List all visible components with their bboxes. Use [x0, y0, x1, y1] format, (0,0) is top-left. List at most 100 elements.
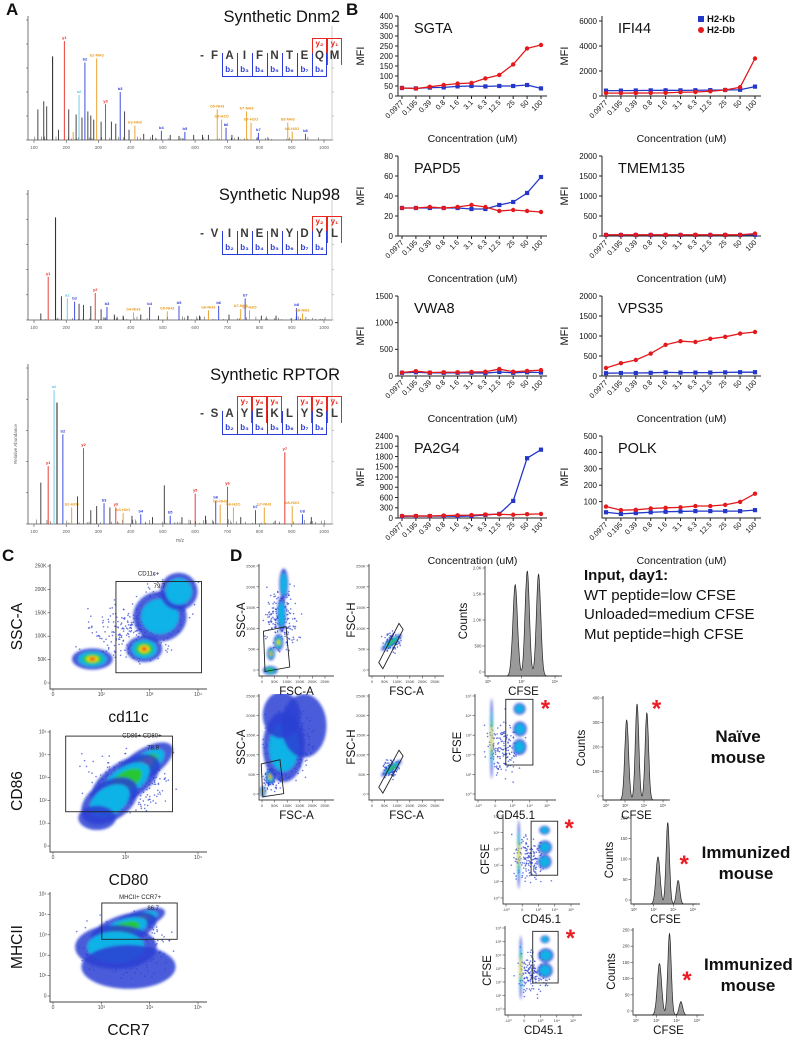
- svg-text:50K: 50K: [381, 679, 388, 684]
- svg-text:b6: b6: [213, 495, 218, 500]
- flow-plot-svg: 10⁵ 10⁴ 10³ 10² 10¹ 00 10³ 10⁴ 10⁵ MHCII+ CCR7+ 86…: [9, 892, 207, 1039]
- svg-text:2400: 2400: [375, 432, 393, 441]
- svg-text:y3: y3: [114, 501, 119, 506]
- svg-text:0.39: 0.39: [623, 520, 639, 536]
- spectrum-rptor: 100 200 300 400 500 600 700 800 900 1000 y1 a2 b2 b2-…: [12, 356, 344, 544]
- svg-text:Concentration (uM): Concentration (uM): [428, 413, 518, 425]
- svg-text:900: 900: [380, 483, 394, 492]
- svg-text:FSC-H: FSC-H: [346, 602, 358, 637]
- svg-text:0.8: 0.8: [641, 520, 655, 534]
- svg-text:10⁴: 10⁴: [670, 907, 677, 912]
- svg-text:y2: y2: [93, 287, 98, 292]
- svg-text:b8: b8: [294, 302, 299, 307]
- svg-text:b4: b4: [147, 301, 152, 306]
- svg-text:500: 500: [584, 432, 598, 441]
- svg-text:SSC-A: SSC-A: [236, 602, 248, 637]
- svg-text:10⁴: 10⁴: [552, 679, 559, 684]
- panel-a-label: A: [6, 0, 19, 19]
- svg-text:150: 150: [380, 62, 394, 71]
- svg-text:MHCII+ CCR7+: MHCII+ CCR7+: [119, 895, 162, 901]
- flow-mhcii-ccr7: 10⁵ 10⁴ 10³ 10² 10¹ 0 0 10³ 10⁴ 10⁵ MHCII+ CCR7+ 86…: [9, 888, 215, 1039]
- svg-text:12.5: 12.5: [486, 238, 502, 254]
- svg-text:0: 0: [523, 1018, 526, 1023]
- svg-text:6.3: 6.3: [685, 238, 699, 252]
- svg-text:10⁴: 10⁴: [146, 1005, 154, 1011]
- svg-text:CFSE: CFSE: [480, 843, 492, 874]
- svg-text:y1: y1: [62, 35, 67, 40]
- chart-vwa8: 0 500 1000 1500 0.0977 0.195 0.39 0.8 1.6 3.1 6.3 1…: [352, 286, 557, 431]
- svg-text:POLK: POLK: [618, 441, 657, 457]
- svg-text:250K: 250K: [430, 803, 440, 808]
- svg-text:50K: 50K: [381, 803, 388, 808]
- svg-text:0: 0: [52, 1005, 55, 1011]
- svg-text:CFSE: CFSE: [650, 914, 681, 926]
- svg-text:80: 80: [384, 152, 393, 161]
- svg-text:10⁰: 10⁰: [465, 792, 471, 797]
- svg-text:0: 0: [479, 670, 482, 675]
- svg-text:10³: 10³: [536, 907, 542, 912]
- svg-text:0: 0: [253, 792, 256, 797]
- svg-text:SSC-A: SSC-A: [10, 602, 26, 650]
- svg-text:CD45.1: CD45.1: [522, 914, 561, 926]
- svg-text:200: 200: [62, 145, 70, 150]
- svg-text:CD80: CD80: [109, 872, 149, 888]
- spectrum-nup98: 100 200 300 400 500 600 700 800 900 1000 y1 a2 b2 y2 b…: [12, 182, 344, 340]
- svg-text:50K: 50K: [248, 772, 255, 777]
- panel-b-label: B: [346, 0, 359, 19]
- svg-text:CD86+ CD80+: CD86+ CD80+: [122, 733, 162, 739]
- svg-text:100K: 100K: [356, 752, 366, 757]
- svg-text:10³: 10³: [98, 1005, 106, 1011]
- svg-text:b3: b3: [102, 497, 107, 502]
- residue-cell: y₁ M: [327, 38, 342, 78]
- svg-text:25: 25: [717, 238, 729, 250]
- chart-sgta: 0 50 100 150 200 250 300 350 400 0.0977 0.195 0.39 0…: [352, 6, 557, 151]
- svg-text:50: 50: [731, 238, 743, 250]
- svg-text:b5-NH3: b5-NH3: [210, 103, 225, 108]
- svg-text:10⁴: 10⁴: [39, 752, 47, 758]
- svg-text:b7-H2O: b7-H2O: [244, 117, 258, 122]
- svg-text:2000: 2000: [579, 67, 597, 76]
- svg-text:3.1: 3.1: [670, 238, 684, 252]
- svg-text:100K: 100K: [356, 626, 366, 631]
- hist-immunized2-cfse: 250 200 150 100 50 0 10⁰ 10² 10⁴ 10⁶ * Counts CFSE: [606, 922, 708, 1039]
- svg-text:500: 500: [159, 145, 167, 150]
- svg-text:y6: y6: [225, 481, 230, 486]
- svg-text:10⁵: 10⁵: [39, 730, 47, 736]
- svg-text:50: 50: [625, 992, 630, 997]
- svg-text:0.8: 0.8: [641, 238, 655, 252]
- panel-d-label: D: [230, 546, 243, 565]
- svg-text:0.39: 0.39: [623, 98, 639, 114]
- svg-text:Concentration (uM): Concentration (uM): [428, 133, 518, 145]
- svg-text:50: 50: [518, 520, 530, 532]
- svg-text:0.8: 0.8: [434, 520, 448, 534]
- svg-text:25: 25: [505, 98, 517, 110]
- svg-text:12.5: 12.5: [486, 98, 502, 114]
- svg-text:100: 100: [30, 325, 38, 330]
- svg-text:Relative Abundance: Relative Abundance: [13, 423, 18, 464]
- svg-text:100: 100: [30, 145, 38, 150]
- svg-text:10⁵: 10⁵: [39, 892, 47, 898]
- svg-text:200: 200: [623, 944, 631, 949]
- flow-plot-svg: 10⁵ 10⁴ 10³ 10² 10¹ 00 10³ 10⁴ CD86+ CD80+ 78.8 CD…: [9, 730, 207, 889]
- svg-text:1500: 1500: [579, 172, 597, 181]
- svg-text:250K: 250K: [356, 694, 366, 699]
- svg-text:200K: 200K: [356, 713, 366, 718]
- svg-text:250: 250: [380, 42, 394, 51]
- svg-text:-10³: -10³: [504, 1018, 512, 1023]
- svg-text:0: 0: [389, 92, 394, 101]
- svg-text:100: 100: [743, 378, 758, 393]
- svg-text:25: 25: [505, 520, 517, 532]
- svg-text:10²: 10²: [518, 679, 525, 684]
- svg-text:10²: 10²: [39, 798, 47, 804]
- svg-text:10³: 10³: [39, 775, 47, 781]
- svg-text:2100: 2100: [375, 442, 393, 451]
